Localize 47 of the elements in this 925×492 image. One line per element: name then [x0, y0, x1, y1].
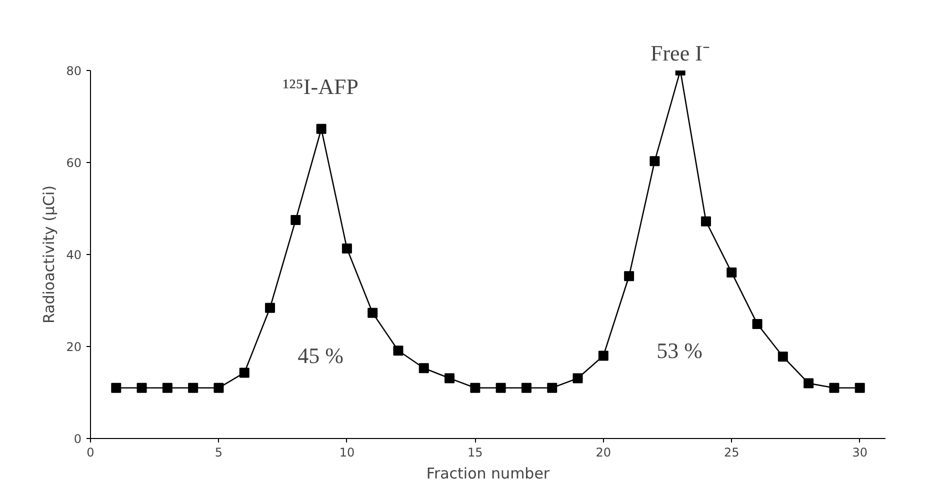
x-tick-label: 20 [596, 446, 612, 460]
y-tick-label: 20 [66, 340, 82, 354]
point [650, 156, 660, 166]
point [752, 318, 762, 329]
point [496, 382, 506, 393]
point [418, 363, 429, 374]
x-tick-label: 15 [468, 446, 483, 460]
point [470, 382, 480, 393]
point [368, 308, 378, 318]
y-tick-label: 80 [66, 64, 82, 78]
x-tick-label: 5 [214, 446, 223, 460]
point [624, 271, 634, 282]
point [547, 382, 558, 393]
point [316, 124, 326, 134]
point [162, 382, 172, 393]
x-tick-label: 25 [724, 446, 740, 460]
x-tick-label: 30 [852, 446, 868, 460]
point [265, 302, 276, 313]
point [572, 373, 583, 384]
point [136, 382, 147, 393]
point [598, 350, 608, 361]
point [804, 378, 814, 388]
point [726, 267, 737, 278]
point [111, 382, 122, 393]
x-tick-label: 0 [86, 446, 94, 460]
point [521, 382, 532, 393]
x-tick-label: 10 [339, 446, 355, 460]
y-tick-label: 0 [74, 432, 82, 446]
point [290, 215, 301, 225]
point [239, 368, 250, 378]
x-axis-title: Fraction number [426, 464, 550, 482]
point [393, 346, 404, 356]
point [188, 382, 198, 393]
annotation: 45 % [298, 343, 344, 368]
y-tick-label: 40 [66, 248, 82, 262]
point [214, 382, 224, 393]
y-axis-title: Radioactivity (μCi) [40, 185, 58, 324]
text: Free I⁻ [650, 40, 710, 66]
y-tick-label: 60 [66, 156, 82, 170]
annotation: ¹²⁵I-AFP [282, 74, 358, 99]
point [444, 373, 455, 384]
annotation: 53 % [656, 338, 702, 363]
point [829, 382, 840, 393]
point [854, 382, 865, 393]
point [700, 216, 711, 226]
point [342, 244, 352, 254]
point [778, 352, 788, 362]
